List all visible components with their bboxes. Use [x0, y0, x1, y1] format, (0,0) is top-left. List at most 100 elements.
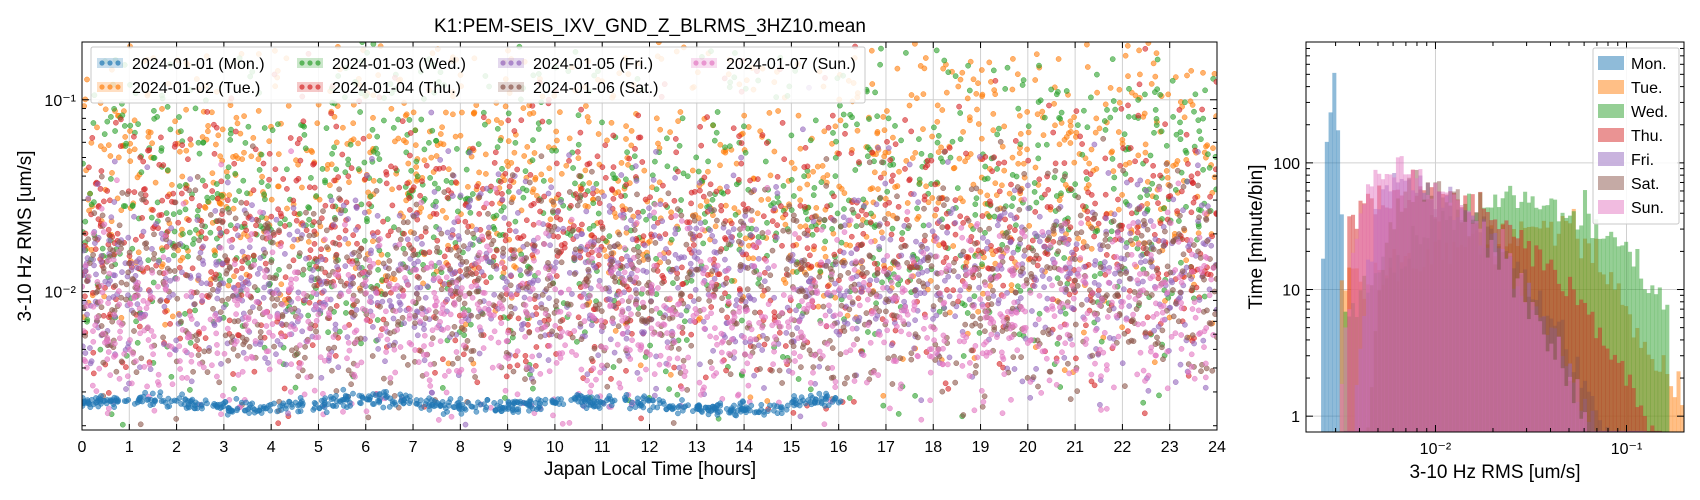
scatter-point	[963, 150, 969, 157]
scatter-point	[189, 265, 196, 272]
scatter-point	[241, 113, 247, 119]
scatter-point	[826, 308, 833, 314]
scatter-point	[599, 226, 606, 232]
scatter-point	[370, 285, 376, 292]
scatter-point	[346, 179, 352, 185]
scatter-point	[456, 247, 462, 254]
scatter-point	[548, 184, 555, 191]
scatter-point	[733, 297, 740, 303]
scatter-point	[639, 159, 646, 165]
scatter-point	[1190, 199, 1197, 206]
scatter-point	[370, 233, 377, 239]
scatter-point	[175, 242, 182, 248]
scatter-point	[1177, 212, 1183, 219]
scatter-point	[875, 144, 881, 151]
scatter-point	[493, 117, 500, 123]
scatter-point	[576, 252, 582, 259]
scatter-point	[690, 236, 697, 242]
scatter-point	[399, 118, 406, 124]
scatter-point	[253, 222, 259, 229]
scatter-point	[386, 258, 393, 264]
scatter-point	[867, 277, 874, 284]
scatter-point	[506, 227, 513, 234]
scatter-point	[697, 315, 703, 321]
scatter-point	[819, 163, 826, 169]
scatter-point	[990, 127, 997, 134]
scatter-point	[985, 265, 991, 272]
scatter-point	[1151, 359, 1158, 366]
scatter-point	[1091, 261, 1098, 268]
scatter-point	[708, 304, 715, 310]
scatter-point	[1125, 113, 1132, 120]
scatter-point	[1026, 222, 1033, 229]
scatter-point	[529, 102, 536, 109]
scatter-point	[87, 345, 93, 351]
scatter-point	[1147, 218, 1154, 224]
scatter-point	[129, 203, 136, 209]
scatter-point	[1016, 112, 1023, 119]
scatter-point	[994, 206, 1001, 213]
scatter-point	[1200, 166, 1206, 173]
scatter-point	[431, 189, 438, 195]
scatter-point	[969, 313, 976, 320]
scatter-point	[878, 229, 885, 236]
scatter-point	[829, 112, 836, 119]
scatter-point	[884, 108, 890, 114]
scatter-point	[429, 127, 436, 134]
scatter-point	[514, 362, 521, 369]
scatter-point	[828, 276, 835, 283]
scatter-point	[612, 328, 619, 334]
scatter-point	[306, 216, 312, 223]
scatter-point	[1208, 320, 1214, 327]
scatter-point	[802, 144, 809, 151]
scatter-point	[517, 272, 524, 279]
scatter-point	[1008, 181, 1014, 188]
scatter-point	[1097, 401, 1103, 408]
scatter-point	[880, 402, 887, 409]
scatter-point	[908, 356, 915, 363]
scatter-point	[938, 144, 944, 151]
scatter-point	[585, 266, 592, 273]
scatter-point	[610, 364, 617, 370]
scatter-point	[407, 152, 413, 159]
scatter-point	[211, 247, 218, 254]
scatter-point	[858, 222, 865, 229]
scatter-point	[232, 215, 239, 222]
scatter-point	[539, 118, 546, 125]
scatter-point	[404, 236, 411, 243]
scatter-point	[191, 236, 197, 242]
scatter-point	[412, 312, 418, 319]
scatter-point	[256, 265, 263, 272]
scatter-point	[979, 213, 986, 219]
scatter-point	[1063, 286, 1070, 293]
scatter-point	[219, 126, 226, 133]
scatter-point	[1001, 159, 1008, 166]
scatter-point	[1096, 125, 1103, 132]
scatter-point	[161, 303, 168, 310]
scatter-point	[960, 198, 966, 205]
scatter-point	[602, 142, 609, 149]
scatter-point	[952, 313, 958, 320]
scatter-point	[695, 168, 702, 175]
scatter-point	[82, 350, 89, 356]
scatter-point	[336, 234, 342, 241]
scatter-point	[339, 151, 346, 158]
scatter-point	[249, 202, 255, 208]
scatter-point	[1033, 252, 1040, 259]
scatter-point	[390, 315, 397, 322]
scatter-point	[934, 139, 941, 146]
scatter-point	[284, 205, 290, 212]
scatter-point	[268, 196, 275, 203]
scatter-point	[590, 222, 597, 229]
scatter-point	[1030, 259, 1037, 265]
scatter-point	[892, 141, 899, 148]
scatter-point	[782, 280, 789, 286]
scatter-point	[668, 209, 674, 216]
scatter-point	[213, 141, 219, 148]
scatter-point	[957, 136, 964, 142]
scatter-point	[348, 381, 354, 388]
scatter-point	[583, 103, 589, 109]
scatter-point	[793, 307, 799, 314]
scatter-point	[1077, 133, 1083, 140]
scatter-point	[449, 227, 456, 233]
